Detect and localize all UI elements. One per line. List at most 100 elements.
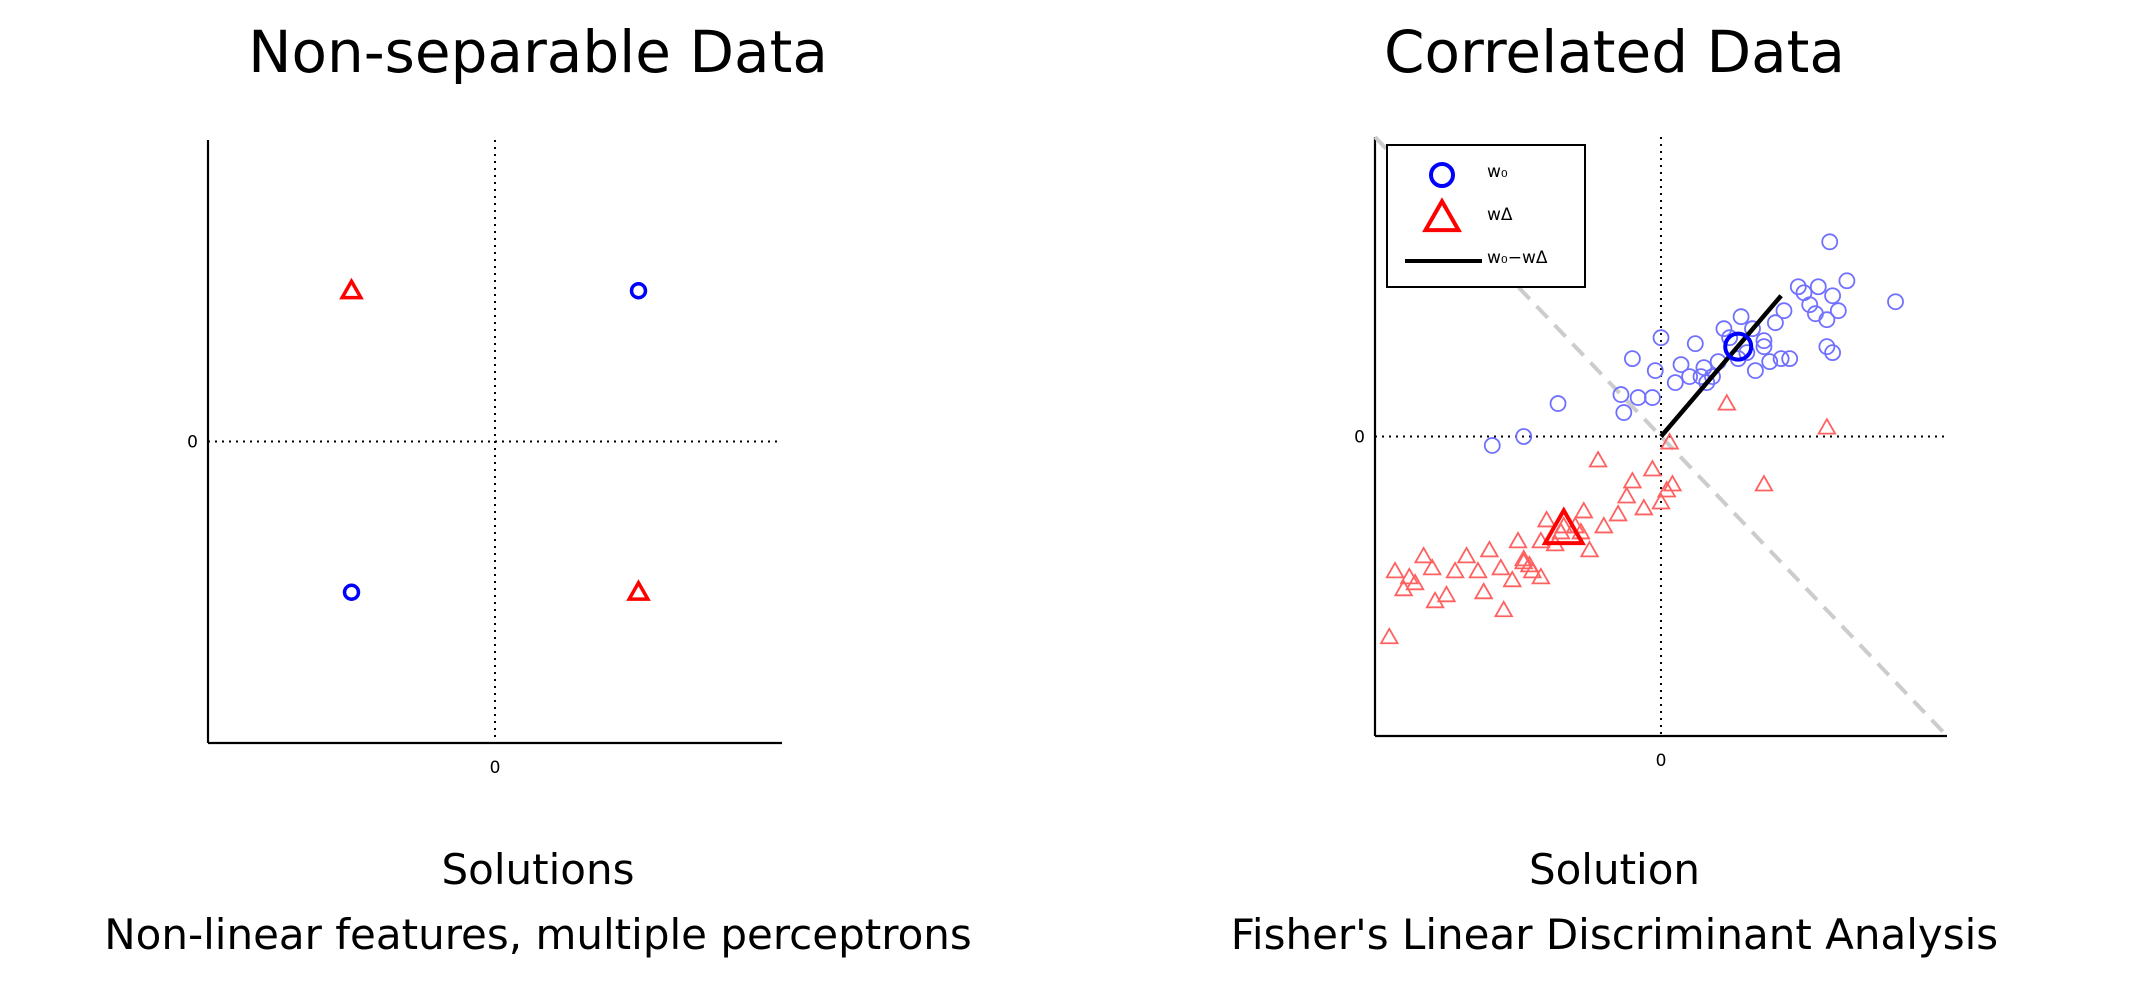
caption-line-1: Solutions xyxy=(441,845,635,894)
data-point-circle xyxy=(1746,362,1764,380)
data-point-circle xyxy=(1695,359,1713,377)
data-point-triangle xyxy=(1493,600,1514,618)
data-point-triangle xyxy=(1817,417,1837,435)
data-point-triangle xyxy=(1754,474,1774,492)
data-point-triangle xyxy=(1405,573,1425,591)
data-point-circle xyxy=(1781,350,1799,368)
legend-box xyxy=(1386,144,1586,288)
data-point-circle xyxy=(1704,368,1721,386)
x-tick-label: 0 xyxy=(490,758,501,778)
data-point-circle xyxy=(1809,278,1827,296)
data-point-circle xyxy=(1789,278,1807,296)
chart-title: Non-separable Data xyxy=(248,18,828,86)
data-point-triangle xyxy=(1385,561,1405,579)
data-point-circle xyxy=(1681,368,1698,386)
data-point-circle xyxy=(1818,338,1836,356)
data-point-circle xyxy=(1824,287,1841,305)
data-point-triangle xyxy=(1393,579,1414,597)
data-point-circle xyxy=(1672,356,1690,374)
legend-entry-label: wΔ xyxy=(1487,205,1513,225)
data-point-circle xyxy=(1615,404,1633,421)
right-chart-panel: Correlated Data 0 0 w₀ wΔ w₀−wΔ Solution Fis… xyxy=(1076,0,2153,1000)
data-point-circle xyxy=(1483,437,1501,454)
y-tick-label: 0 xyxy=(187,433,198,453)
data-point-circle xyxy=(1821,233,1839,251)
data-point-triangle xyxy=(1413,546,1434,564)
data-point-circle xyxy=(1732,308,1750,326)
data-point-triangle xyxy=(1616,486,1637,504)
data-point-triangle xyxy=(1593,516,1614,534)
data-point-circle xyxy=(342,583,361,601)
data-point-triangle xyxy=(339,277,364,300)
data-point-triangle xyxy=(1662,474,1683,492)
data-point-triangle xyxy=(1608,504,1628,522)
data-point-circle xyxy=(1721,329,1739,347)
data-point-circle xyxy=(1801,296,1819,314)
data-point-circle xyxy=(1761,353,1779,371)
data-point-triangle xyxy=(1468,561,1488,579)
data-point-triangle xyxy=(1422,558,1443,576)
data-point-triangle xyxy=(1659,432,1680,450)
data-point-triangle xyxy=(1536,510,1557,528)
data-point-circle xyxy=(1775,302,1793,320)
legend-entry-label: w₀−wΔ xyxy=(1487,248,1548,268)
caption-line-2: Non-linear features, multiple perceptron… xyxy=(104,910,972,959)
y-tick-label: 0 xyxy=(1354,428,1365,448)
data-point-triangle xyxy=(626,579,651,601)
data-point-triangle xyxy=(1491,558,1511,576)
data-point-circle xyxy=(1887,293,1904,311)
data-point-triangle xyxy=(1502,570,1523,588)
data-point-triangle xyxy=(1588,450,1608,468)
data-point-circle xyxy=(1515,428,1533,445)
legend-marker-circle xyxy=(1429,162,1455,188)
data-point-triangle xyxy=(1531,567,1551,585)
mean-wdelta-triangle xyxy=(1541,506,1586,546)
data-point-circle xyxy=(1755,338,1773,356)
data-point-circle xyxy=(1755,332,1773,350)
data-point-triangle xyxy=(1445,561,1465,579)
data-point-triangle xyxy=(1642,459,1663,477)
data-point-triangle xyxy=(1436,585,1457,603)
data-point-circle xyxy=(1818,311,1836,329)
data-point-triangle xyxy=(1473,582,1494,600)
data-point-triangle xyxy=(1399,567,1420,585)
data-point-circle xyxy=(1646,362,1664,380)
chart-title: Correlated Data xyxy=(1384,18,1845,86)
data-point-circle xyxy=(1624,350,1641,368)
data-point-circle xyxy=(1838,272,1856,290)
data-point-triangle xyxy=(1656,480,1677,498)
data-point-circle xyxy=(1824,344,1841,362)
data-point-circle xyxy=(1767,314,1784,332)
data-point-circle xyxy=(1629,389,1647,406)
data-point-circle xyxy=(1549,395,1567,412)
caption-line-2: Fisher's Linear Discriminant Analysis xyxy=(1230,910,1999,959)
data-point-triangle xyxy=(1716,393,1737,411)
data-point-circle xyxy=(1666,374,1684,391)
data-point-triangle xyxy=(1508,531,1528,549)
non-separable-plot: 00 xyxy=(187,140,782,778)
data-point-triangle xyxy=(1579,540,1600,558)
data-point-triangle xyxy=(1479,540,1500,558)
data-point-circle xyxy=(1738,344,1756,362)
legend-entry-label: w₀ xyxy=(1487,162,1508,182)
data-point-circle xyxy=(1744,320,1761,338)
mean-w0-circle xyxy=(1723,331,1754,362)
data-point-circle xyxy=(1715,320,1733,338)
data-point-triangle xyxy=(1379,626,1400,645)
data-point-circle xyxy=(1692,368,1710,386)
x-tick-label: 0 xyxy=(1656,751,1667,771)
data-point-triangle xyxy=(1573,501,1594,519)
data-point-circle xyxy=(1686,335,1704,353)
data-point-circle xyxy=(1612,386,1630,403)
data-point-triangle xyxy=(1634,498,1654,516)
legend-marker-triangle xyxy=(1422,197,1462,233)
data-point-triangle xyxy=(1651,492,1671,510)
data-point-circle xyxy=(1772,350,1790,368)
mean-difference-segment xyxy=(1659,294,1783,438)
data-point-circle xyxy=(1644,389,1661,406)
data-point-circle xyxy=(1829,302,1847,320)
caption-line-1: Solution xyxy=(1528,845,1701,894)
data-point-triangle xyxy=(1551,522,1571,540)
data-point-circle xyxy=(1652,329,1670,347)
